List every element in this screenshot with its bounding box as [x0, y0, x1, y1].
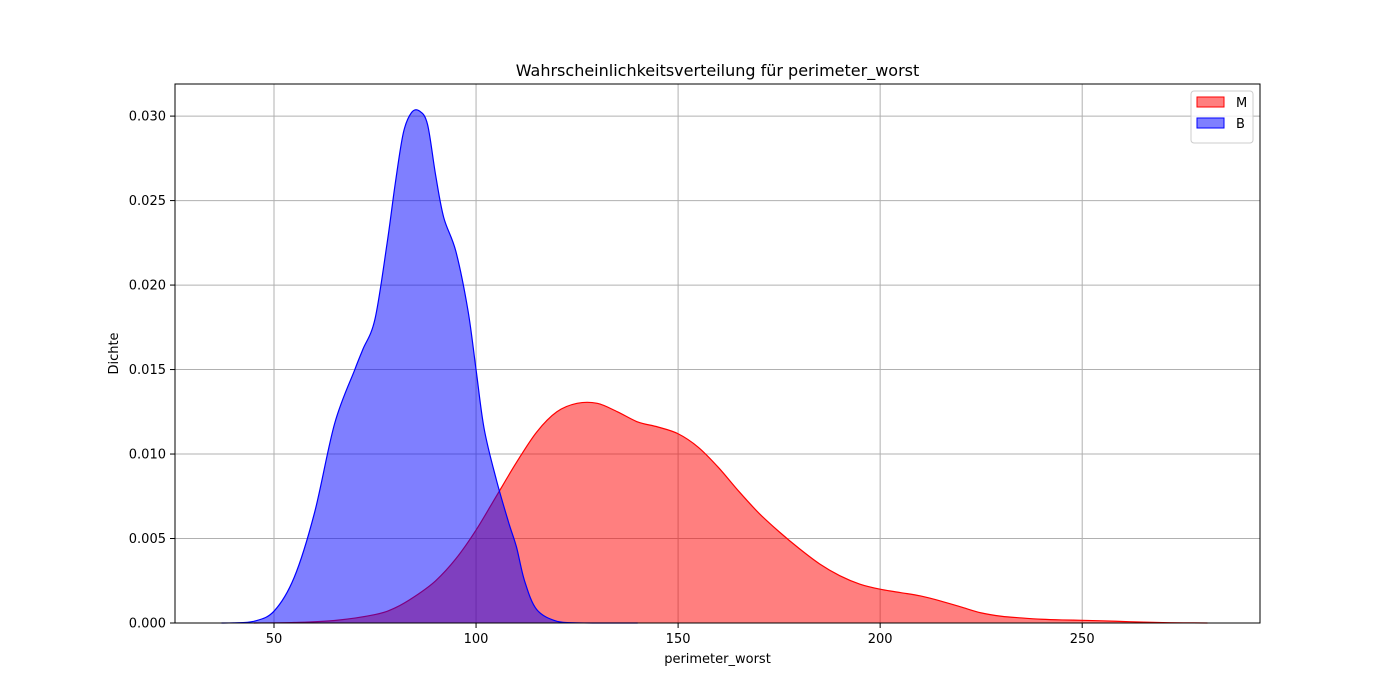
y-tick-label: 0.030 [129, 110, 166, 125]
legend-swatch-B [1196, 117, 1225, 129]
legend-label-B: B [1236, 117, 1245, 132]
x-tick-label: 200 [868, 632, 893, 647]
legend-swatch-M [1196, 96, 1225, 108]
x-axis-label: perimeter_worst [664, 652, 771, 667]
x-tick-label: 250 [1070, 632, 1095, 647]
area-B [221, 109, 638, 623]
density-areas [221, 109, 1208, 624]
line-B [221, 109, 638, 624]
y-tick-label: 0.020 [129, 279, 166, 294]
y-axis-label: Dichte [107, 332, 122, 374]
y-tick-label: 0.005 [129, 532, 166, 547]
chart-title: Wahrscheinlichkeitsverteilung für perime… [516, 61, 920, 81]
x-tick-label: 100 [464, 632, 489, 647]
y-tick-label: 0.015 [129, 363, 166, 378]
x-tick-label: 150 [666, 632, 691, 647]
plot-frame [174, 83, 1261, 624]
y-tick-label: 0.025 [129, 194, 166, 209]
y-tick-label: 0.010 [129, 448, 166, 463]
legend-label-M: M [1236, 96, 1247, 111]
legend: MB [1190, 90, 1254, 144]
x-tick-label: 50 [266, 632, 283, 647]
y-tick-label: 0.000 [129, 617, 166, 632]
x-ticks: 50 100 150 200 250 [266, 623, 1095, 647]
y-ticks: 0.000 0.005 0.010 0.015 0.020 0.025 0.030 [129, 110, 175, 632]
